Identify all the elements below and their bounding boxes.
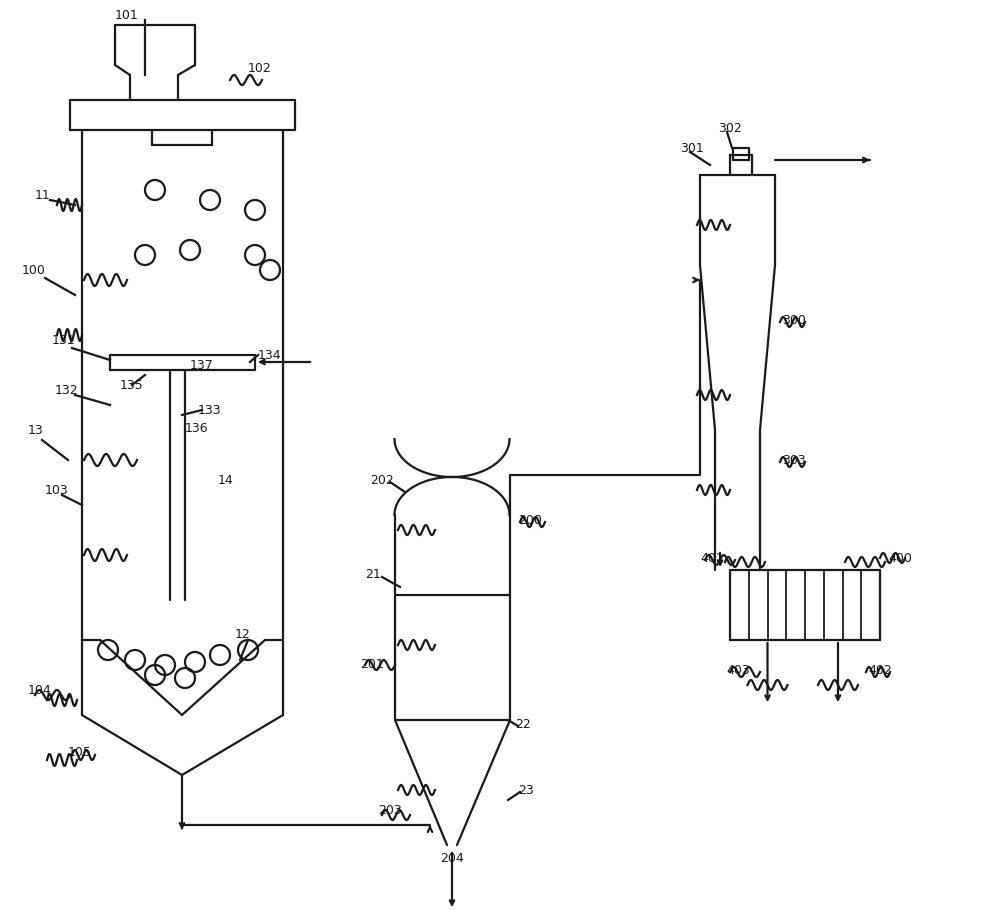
Text: 135: 135 (120, 379, 144, 392)
Text: 403: 403 (726, 664, 750, 677)
Text: 14: 14 (218, 473, 234, 487)
Text: 202: 202 (370, 473, 394, 487)
Text: 201: 201 (360, 658, 384, 671)
Text: 103: 103 (45, 483, 69, 496)
Text: 133: 133 (198, 403, 222, 416)
Text: 301: 301 (680, 141, 704, 154)
Text: 11: 11 (35, 189, 51, 202)
Text: 136: 136 (185, 422, 209, 435)
Text: 12: 12 (235, 628, 251, 642)
Text: 13: 13 (28, 424, 44, 436)
Text: 134: 134 (258, 348, 282, 361)
Text: 400: 400 (888, 551, 912, 565)
Text: 137: 137 (190, 359, 214, 371)
Text: 303: 303 (782, 454, 806, 467)
Text: 102: 102 (248, 61, 272, 74)
Text: 131: 131 (52, 334, 76, 347)
Text: 100: 100 (22, 263, 46, 277)
Text: 402: 402 (868, 664, 892, 677)
Text: 204: 204 (440, 852, 464, 865)
Text: 101: 101 (115, 8, 139, 21)
Text: 21: 21 (365, 569, 381, 581)
Text: 302: 302 (718, 121, 742, 135)
Text: 203: 203 (378, 803, 402, 816)
Text: 105: 105 (68, 746, 92, 758)
Text: 104: 104 (28, 683, 52, 697)
Text: 200: 200 (518, 514, 542, 526)
Text: 22: 22 (515, 719, 531, 732)
Text: 300: 300 (782, 314, 806, 326)
Text: 401: 401 (700, 551, 724, 565)
Text: 132: 132 (55, 383, 79, 396)
Text: 23: 23 (518, 783, 534, 797)
